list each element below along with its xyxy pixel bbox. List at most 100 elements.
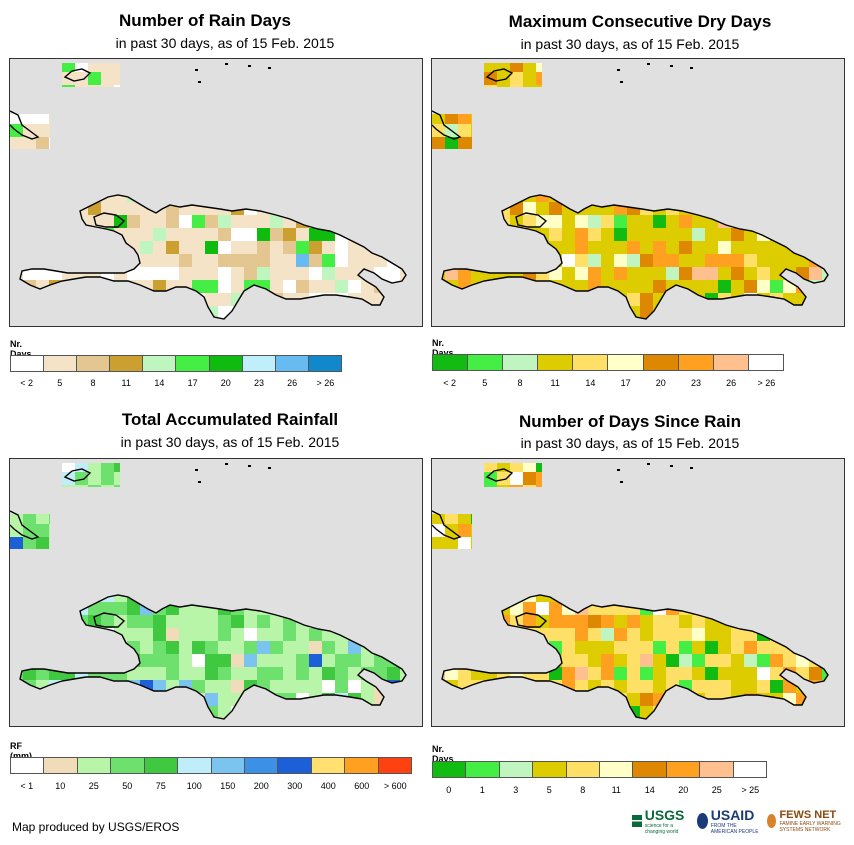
legend-swatch bbox=[748, 355, 783, 370]
island-dot bbox=[225, 463, 228, 465]
legend-swatch bbox=[713, 355, 749, 370]
legend-label: 26 bbox=[287, 378, 298, 388]
grid-cells bbox=[432, 63, 828, 319]
legend-label: 11 bbox=[121, 378, 131, 388]
legend-label: 14 bbox=[644, 785, 655, 795]
legend-label: 150 bbox=[220, 781, 236, 791]
panel-title: Maximum Consecutive Dry Days bbox=[508, 12, 772, 31]
legend-swatch bbox=[178, 758, 212, 773]
legend-title: RF (mm) bbox=[10, 741, 32, 761]
legend-label: 300 bbox=[287, 781, 303, 791]
legend-swatch bbox=[700, 762, 734, 777]
legend-swatch bbox=[44, 758, 78, 773]
legend-swatch bbox=[573, 355, 609, 370]
legend-label: 14 bbox=[154, 378, 165, 388]
legend-swatch bbox=[77, 356, 111, 371]
island-dot bbox=[268, 467, 271, 469]
fewsnet-globe-icon bbox=[767, 814, 777, 828]
map-canvas bbox=[10, 63, 407, 320]
legend-labels: 0 1 3 5 8 11 14 20 25 > 25 bbox=[432, 785, 767, 797]
legend-colorbar bbox=[10, 355, 342, 372]
grid-cells bbox=[432, 463, 828, 719]
legend-label: 0 bbox=[446, 785, 452, 795]
legend-swatch bbox=[211, 758, 245, 773]
coastline bbox=[432, 468, 829, 720]
legend-swatch bbox=[143, 356, 177, 371]
legend-label: 5 bbox=[57, 378, 63, 388]
legend-swatch bbox=[77, 758, 112, 773]
legend-label: 17 bbox=[187, 378, 198, 388]
legend-label: 20 bbox=[678, 785, 689, 795]
legend-swatch bbox=[666, 762, 701, 777]
island-dot bbox=[670, 65, 673, 67]
map-canvas bbox=[432, 63, 829, 320]
legend-label: 3 bbox=[513, 785, 519, 795]
island-dot bbox=[647, 63, 650, 65]
legend-label: 600 bbox=[354, 781, 370, 791]
grid-cells bbox=[10, 63, 406, 319]
legend-label: > 25 bbox=[741, 785, 760, 795]
island-dot bbox=[198, 481, 201, 483]
panel-subtitle: in past 30 days, as of 15 Feb. 2015 bbox=[520, 435, 740, 451]
map-total-rainfall bbox=[9, 458, 423, 727]
legend-labels: < 2 5 8 11 14 17 20 23 26 > 26 bbox=[10, 378, 342, 390]
legend-labels: < 2 5 8 11 14 17 20 23 26 > 26 bbox=[432, 378, 784, 390]
legend-swatch bbox=[278, 758, 312, 773]
legend-label: 26 bbox=[726, 378, 737, 388]
island-dot bbox=[195, 469, 198, 471]
legend-label: 10 bbox=[55, 781, 66, 791]
legend-label: 1 bbox=[479, 785, 485, 795]
legend-swatch bbox=[538, 355, 574, 370]
legend-swatch bbox=[308, 356, 341, 371]
legend-title: Nr. Days bbox=[432, 338, 454, 358]
legend-swatch bbox=[468, 355, 504, 370]
legend-label: 75 bbox=[155, 781, 166, 791]
legend-swatch bbox=[433, 355, 469, 370]
legend-label: < 2 bbox=[20, 378, 33, 388]
legend-swatch bbox=[466, 762, 500, 777]
usgs-wave-icon bbox=[632, 815, 642, 827]
legend-swatch bbox=[275, 356, 309, 371]
map-rain-days bbox=[9, 58, 423, 327]
coastline bbox=[10, 468, 407, 720]
legend-label: 20 bbox=[220, 378, 231, 388]
island-dot bbox=[670, 465, 673, 467]
legend-label: < 2 bbox=[443, 378, 456, 388]
legend-label: < 1 bbox=[20, 781, 34, 791]
legend-colorbar bbox=[432, 354, 784, 371]
island-dot bbox=[198, 81, 201, 83]
legend-label: 5 bbox=[546, 785, 552, 795]
usaid-logo: USAID FROM THE AMERICAN PEOPLE bbox=[696, 807, 760, 835]
panel-subtitle: in past 30 days, as of 15 Feb. 2015 bbox=[520, 36, 740, 52]
legend-swatch bbox=[499, 762, 534, 777]
legend-label: 100 bbox=[186, 781, 202, 791]
legend-label: 23 bbox=[690, 378, 702, 388]
island-dot bbox=[690, 67, 693, 69]
panel-subtitle: in past 30 days, as of 15 Feb. 2015 bbox=[120, 434, 340, 450]
grid-cells bbox=[10, 463, 406, 719]
legend-labels: < 1 10 25 50 75 100 150 200 300 400 600 > 600 bbox=[10, 781, 412, 793]
legend-colorbar bbox=[10, 757, 412, 774]
map-canvas bbox=[10, 463, 407, 720]
legend-label: 8 bbox=[90, 378, 96, 388]
legend-swatch bbox=[11, 758, 45, 773]
legend-swatch bbox=[176, 356, 210, 371]
logo-strip: USGS science for a changing world USAID … bbox=[632, 807, 854, 835]
legend-label: 17 bbox=[620, 378, 631, 388]
island-dot bbox=[620, 481, 623, 483]
legend-swatch bbox=[433, 762, 467, 777]
legend-label: > 600 bbox=[383, 781, 407, 791]
legend-label: > 26 bbox=[757, 378, 776, 388]
panel-title: Total Accumulated Rainfall bbox=[121, 410, 339, 429]
map-max-dry-days bbox=[431, 58, 845, 327]
legend-swatch bbox=[144, 758, 179, 773]
island-dot bbox=[248, 65, 251, 67]
fewsnet-logo: FEWS NET FAMINE EARLY WARNING SYSTEMS NE… bbox=[767, 809, 854, 833]
island-dot bbox=[195, 69, 198, 71]
usgs-logo: USGS science for a changing world bbox=[632, 807, 689, 835]
legend-label: 11 bbox=[611, 785, 621, 795]
legend-swatch bbox=[566, 762, 601, 777]
island-dot bbox=[617, 69, 620, 71]
legend-label: 25 bbox=[711, 785, 722, 795]
legend-swatch bbox=[608, 355, 644, 370]
